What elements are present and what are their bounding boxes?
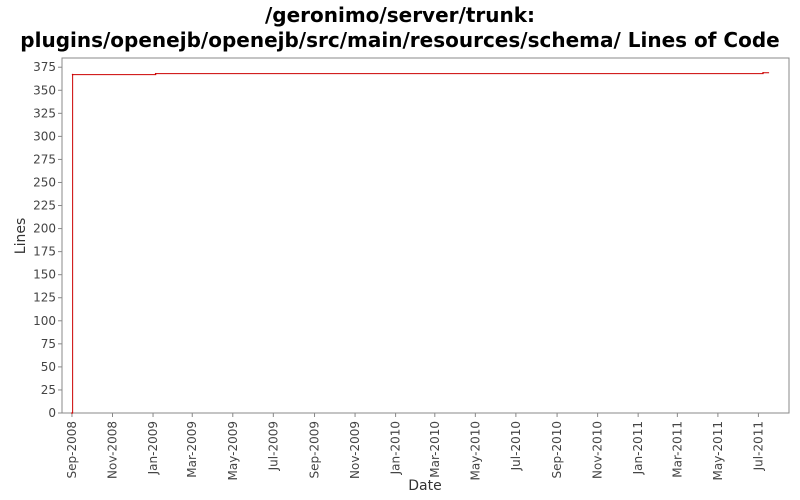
y-tick-label: 100: [33, 314, 56, 328]
chart-title-line-2: plugins/openejb/openejb/src/main/resourc…: [20, 28, 780, 52]
x-tick-label: May-2011: [711, 421, 725, 480]
y-tick-label: 75: [41, 337, 56, 351]
y-tick-label: 125: [33, 291, 56, 305]
plot-area: [61, 57, 790, 414]
y-tick-label: 325: [33, 106, 56, 120]
x-tick-label: Sep-2010: [550, 421, 564, 479]
data-point: [71, 73, 74, 76]
y-axis-label: Lines: [13, 218, 29, 254]
x-tick-label: Jul-2009: [266, 421, 280, 471]
y-tick-label: 350: [33, 83, 56, 97]
x-tick-label: Mar-2009: [185, 421, 199, 478]
x-axis-label: Date: [408, 478, 441, 494]
data-point: [154, 72, 157, 75]
x-tick-label: Sep-2008: [65, 421, 79, 479]
x-tick-label: Nov-2009: [348, 421, 362, 479]
x-axis: Sep-2008 Nov-2008 Jan-2009 Mar-2009 May-2009…: [65, 413, 765, 480]
data-point: [71, 412, 73, 414]
y-tick-label: 225: [33, 199, 56, 213]
x-tick-label: May-2010: [468, 421, 482, 480]
y-tick-label: 375: [33, 60, 56, 74]
y-tick-label: 150: [33, 268, 56, 282]
x-tick-label: Jul-2010: [509, 421, 523, 471]
y-axis: 0 25 50 75 100 125 150 175 200 225 250 275 300 325 350…: [33, 60, 62, 420]
x-tick-label: Jan-2009: [146, 421, 160, 475]
x-tick-label: Mar-2011: [670, 421, 684, 478]
y-tick-label: 175: [33, 245, 56, 259]
x-tick-label: Nov-2010: [591, 421, 605, 479]
y-tick-label: 275: [33, 152, 56, 166]
x-tick-label: Jan-2010: [389, 421, 403, 475]
chart-title-line-1: /geronimo/server/trunk:: [264, 3, 536, 27]
data-point: [762, 71, 764, 74]
x-tick-label: Sep-2009: [308, 421, 322, 479]
x-tick-label: Jan-2011: [631, 421, 645, 475]
x-tick-label: May-2009: [226, 421, 240, 480]
y-tick-label: 0: [48, 406, 56, 420]
y-tick-label: 300: [33, 129, 56, 143]
x-tick-label: Nov-2008: [106, 421, 120, 479]
y-tick-label: 25: [41, 383, 56, 397]
y-tick-label: 200: [33, 222, 56, 236]
x-tick-label: Mar-2010: [428, 421, 442, 478]
series-layer: [71, 71, 770, 414]
x-tick-label: Jul-2011: [751, 421, 765, 471]
y-tick-label: 250: [33, 175, 56, 189]
y-tick-label: 50: [41, 360, 56, 374]
